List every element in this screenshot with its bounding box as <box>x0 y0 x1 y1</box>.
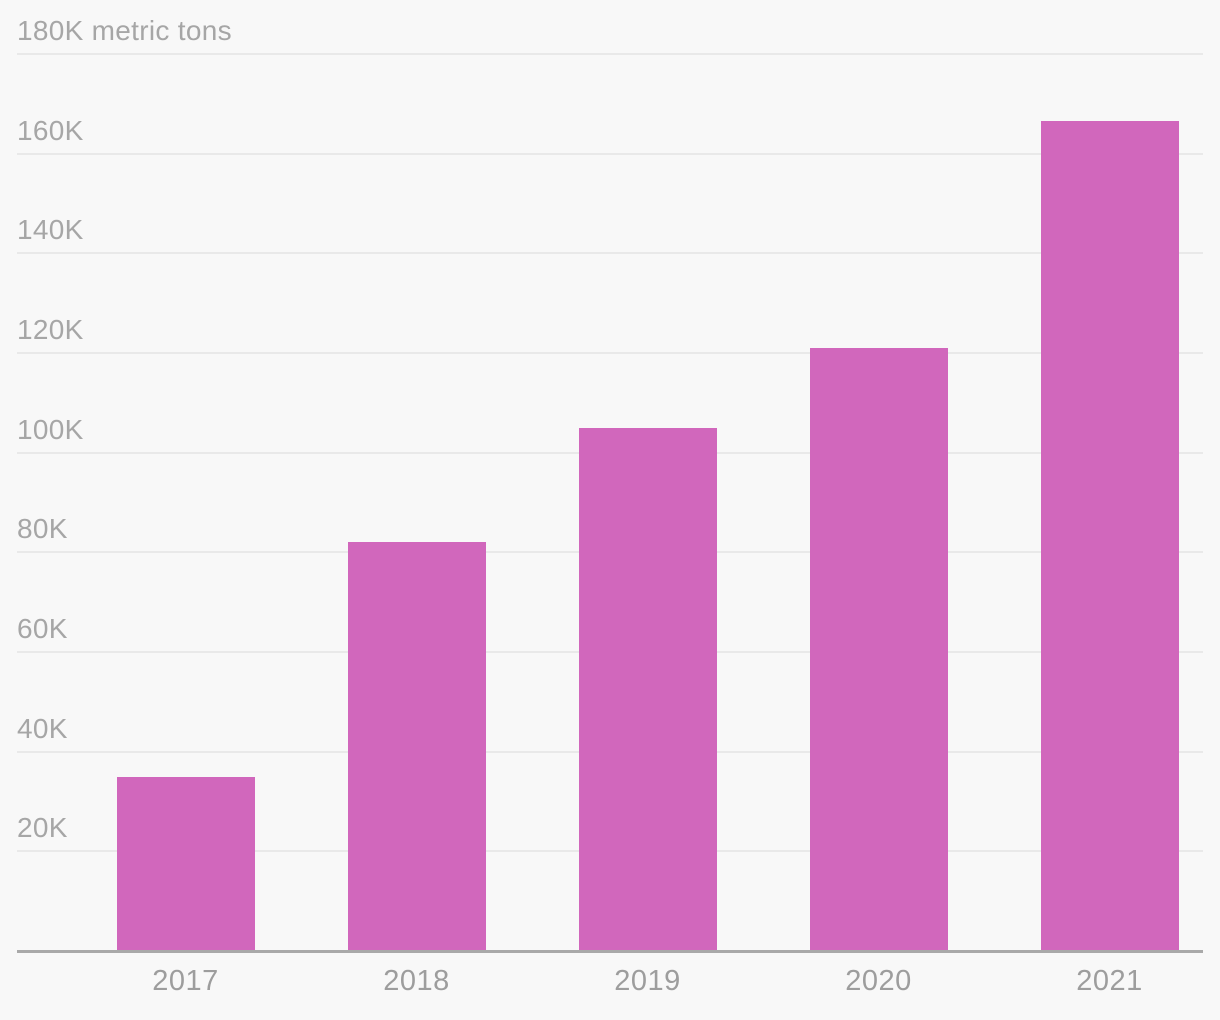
x-axis-line <box>17 950 1203 953</box>
gridline-160k <box>17 152 1203 155</box>
y-axis-label-120k: 120K <box>17 314 84 345</box>
x-axis-label-2018: 2018 <box>383 965 450 997</box>
bar-2018 <box>347 542 486 951</box>
y-axis-label-60k: 60K <box>17 613 68 644</box>
y-axis-label-180k-metric-tons: 180K metric tons <box>17 15 232 46</box>
bar-2021 <box>1040 121 1179 951</box>
x-axis-label-2019: 2019 <box>614 965 681 997</box>
gridline-180k-metric-tons <box>17 53 1203 55</box>
gridline-140k <box>17 252 1203 255</box>
y-axis-label-100k: 100K <box>17 413 84 445</box>
x-axis-label-2021: 2021 <box>1076 965 1143 997</box>
y-axis-label-160k: 160K <box>17 114 84 146</box>
y-axis-label-140k: 140K <box>17 214 84 246</box>
y-axis-label-20k: 20K <box>17 812 68 844</box>
bar-2017 <box>116 776 255 951</box>
bar-2019 <box>578 427 717 951</box>
gridline-120k <box>17 352 1203 354</box>
x-axis-label-2020: 2020 <box>845 965 912 997</box>
x-axis-label-2017: 2017 <box>152 965 219 997</box>
y-axis-label-40k: 40K <box>17 712 68 744</box>
y-axis-label-80k: 80K <box>17 513 68 545</box>
bar-2020 <box>809 348 948 951</box>
